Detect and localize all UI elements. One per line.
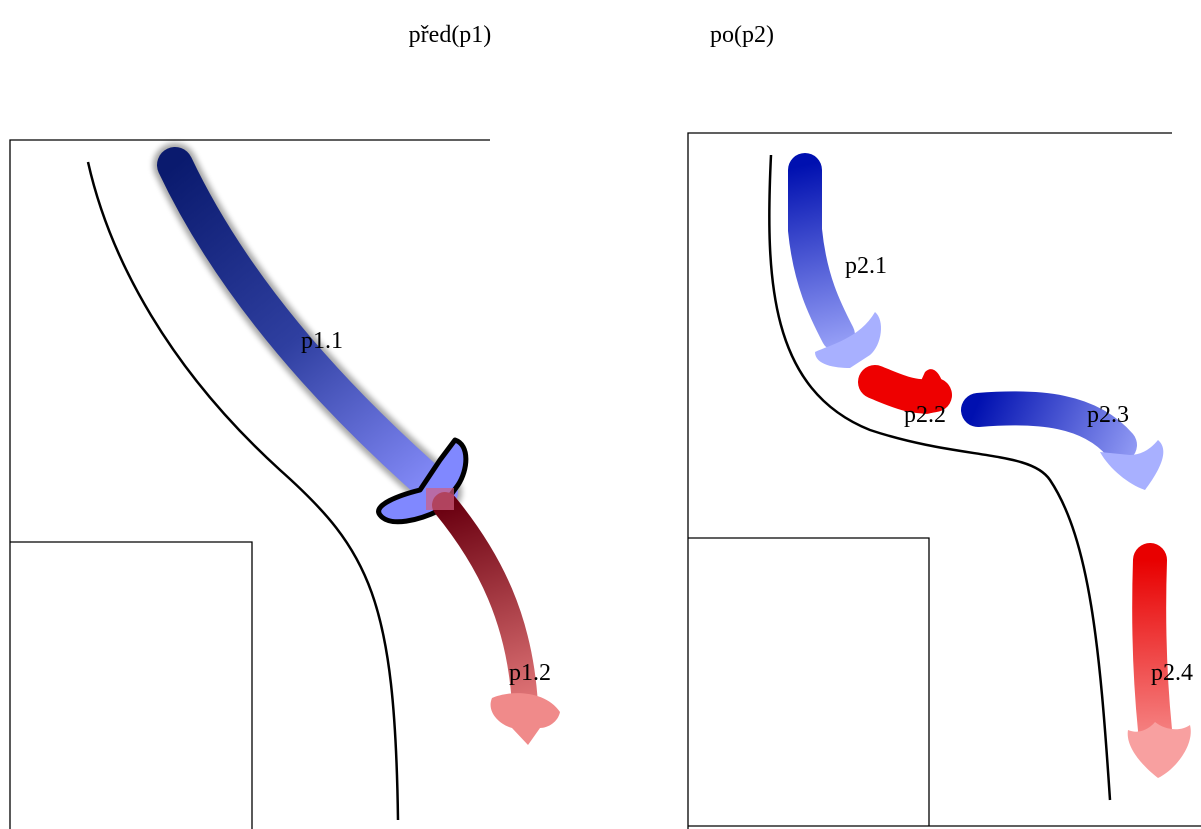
arrow-head [1127,722,1191,778]
arrow [961,391,1137,462]
panel-title: po(p2) [710,22,774,48]
building [10,541,253,829]
wall [687,132,1172,829]
building [688,537,930,826]
curb [86,161,400,821]
panel-after: p2.1 p2.2 p2.3 p2.4 [687,132,1201,829]
arrow [788,153,855,352]
arrow-label: p2.3 [1087,402,1129,428]
arrow-head [815,312,882,368]
panel-before: p1.1 p1.2 [9,139,560,829]
wall [9,139,490,829]
arrow-label: p2.2 [904,402,946,428]
arrow [432,492,538,718]
arrow-label: p1.1 [301,328,343,354]
arrow-label: p2.1 [845,253,887,279]
arrow [157,147,458,510]
curb [768,154,1112,801]
arrow-head [910,369,945,414]
panel-title: před(p1) [409,22,492,48]
arrow-label: p1.2 [509,660,551,686]
arrow-head [1100,440,1164,490]
arrow-head [490,693,560,745]
arrow-label: p2.4 [1151,660,1193,686]
overlap [426,488,454,510]
arrow [1132,543,1172,747]
